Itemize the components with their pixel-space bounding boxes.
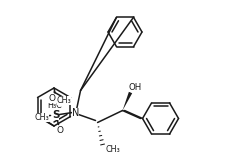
Text: N: N <box>72 108 79 118</box>
Text: CH₃: CH₃ <box>105 145 120 154</box>
Text: CH₃: CH₃ <box>57 96 71 105</box>
Polygon shape <box>122 92 132 111</box>
Text: H₃C: H₃C <box>47 101 62 110</box>
Text: O: O <box>56 126 63 135</box>
Text: OH: OH <box>129 83 142 92</box>
Text: S: S <box>52 110 59 120</box>
Text: CH₃: CH₃ <box>35 113 49 122</box>
Text: O: O <box>48 94 55 103</box>
